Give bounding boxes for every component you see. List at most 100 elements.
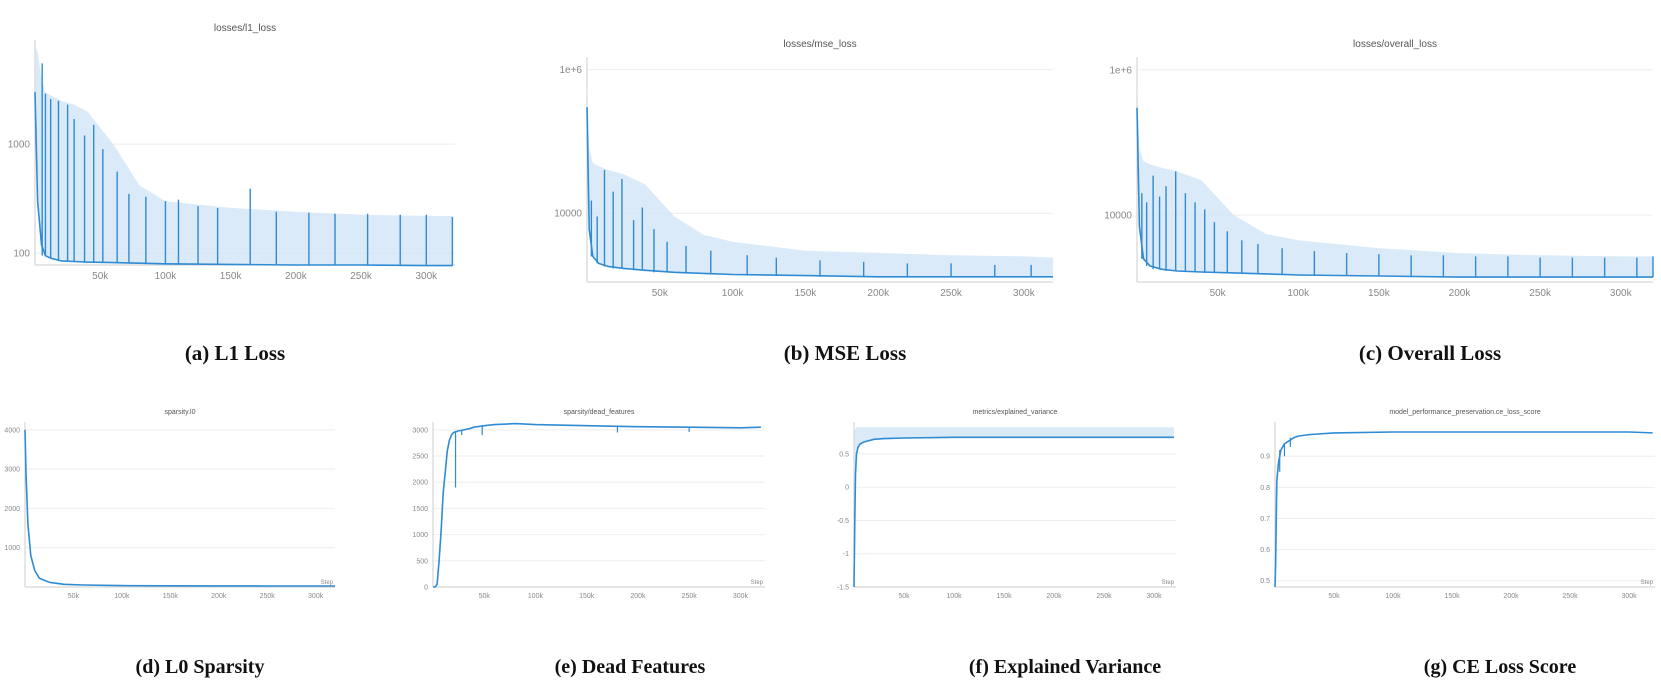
y-tick-label: 0.8	[1260, 485, 1270, 492]
chart-panel-overall-loss: losses/overall_loss 50k 100k 150k 200k 250k 30…	[1100, 0, 1661, 310]
y-tick-label: 1e+6	[559, 65, 582, 76]
y-tick-label: 1000	[4, 545, 20, 552]
chart-svg: losses/l1_loss 50k 100k 150k 200k 250k 300k 100…	[8, 23, 455, 282]
series-line	[34, 92, 453, 267]
caption-dead-features: (e) Dead Features	[554, 656, 706, 678]
y-tick-label: 1000	[412, 532, 428, 539]
y-tick-label: 500	[416, 558, 428, 565]
x-tick-label: 300k	[733, 593, 749, 600]
chart-title: losses/overall_loss	[1353, 39, 1437, 50]
caption-l0-sparsity: (d) L0 Sparsity	[135, 656, 265, 678]
x-tick-label: 100k	[528, 593, 544, 600]
y-tick-label: 0	[845, 485, 849, 492]
x-tick-label: 100k	[155, 271, 178, 282]
series-line	[24, 429, 335, 587]
x-tick-label: 200k	[285, 271, 308, 282]
x-tick-label: 300k	[1621, 593, 1637, 600]
chart-panel-l1-loss: losses/l1_loss 50k 100k 150k 200k 250k 300k 100…	[0, 0, 490, 300]
x-tick-label: 150k	[579, 593, 595, 600]
y-tick-label: 3000	[4, 467, 20, 474]
chart-title: sparsity/dead_features	[564, 409, 635, 416]
y-tick-label: 100	[13, 249, 30, 260]
series-variance-band	[854, 427, 1174, 587]
chart-title: sparsity.l0	[165, 409, 196, 416]
x-tick-label: 250k	[1562, 593, 1578, 600]
chart-panel-explained-variance: metrics/explained_variance 50k 100k 150k 200…	[830, 400, 1230, 615]
series-variance-band	[587, 76, 1053, 277]
x-axis-label: Step	[751, 580, 764, 586]
chart-svg: losses/overall_loss 50k 100k 150k 200k 250k 30…	[1104, 39, 1654, 299]
x-tick-label: 200k	[630, 593, 646, 600]
y-tick-label: 1500	[412, 506, 428, 513]
y-tick-label: 1e+6	[1109, 65, 1132, 76]
x-tick-label: 300k	[1610, 288, 1633, 299]
x-tick-label: 150k	[1368, 288, 1391, 299]
x-tick-label: 250k	[260, 593, 276, 600]
y-tick-label: -0.5	[837, 518, 849, 525]
y-tick-label: 10000	[554, 209, 582, 220]
y-tick-label: 0.5	[1260, 578, 1270, 585]
caption-mse-loss: (b) MSE Loss	[783, 341, 907, 365]
series-line	[586, 107, 1053, 278]
chart-panel-dead-features: sparsity/dead_features 50k 100k 150k 200k 250…	[410, 400, 790, 615]
x-tick-label: 250k	[1096, 593, 1112, 600]
x-tick-label: 150k	[163, 593, 179, 600]
chart-panel-mse-loss: losses/mse_loss 50k 100k 150k 200k 250k 300k 10…	[550, 0, 1070, 310]
chart-svg: sparsity.l0 50k 100k 150k 200k 250k 300k 1000 20…	[4, 409, 335, 600]
x-tick-label: 50k	[68, 593, 80, 600]
y-tick-label: 2500	[412, 453, 428, 460]
y-tick-label: -1.5	[837, 584, 849, 591]
series-variance-band	[1137, 76, 1653, 278]
x-tick-label: 100k	[722, 288, 745, 299]
chart-svg: losses/mse_loss 50k 100k 150k 200k 250k 300k 10…	[554, 39, 1053, 299]
x-tick-label: 100k	[1385, 593, 1401, 600]
y-tick-label: 0.5	[839, 451, 849, 458]
caption-overall-loss: (c) Overall Loss	[1358, 341, 1502, 365]
y-tick-label: 10000	[1104, 211, 1132, 222]
chart-title: losses/l1_loss	[214, 23, 276, 34]
y-tick-label: 0.9	[1260, 454, 1270, 461]
x-tick-label: 200k	[867, 288, 890, 299]
y-tick-label: 3000	[412, 427, 428, 434]
chart-panel-ce-loss-score: model_performance_preservation.ce_loss_s…	[1250, 400, 1661, 615]
x-tick-label: 200k	[1503, 593, 1519, 600]
x-tick-label: 150k	[1444, 593, 1460, 600]
x-tick-label: 250k	[350, 271, 373, 282]
series-line	[1136, 107, 1653, 278]
x-tick-label: 250k	[682, 593, 698, 600]
x-tick-label: 100k	[946, 593, 962, 600]
y-tick-label: 2000	[412, 480, 428, 487]
caption-explained-variance: (f) Explained Variance	[968, 656, 1162, 678]
x-tick-label: 200k	[1449, 288, 1472, 299]
x-tick-label: 50k	[652, 288, 669, 299]
chart-svg: metrics/explained_variance 50k 100k 150k 200…	[837, 409, 1176, 600]
x-tick-label: 150k	[996, 593, 1012, 600]
caption-ce-loss-score: (g) CE Loss Score	[1423, 656, 1577, 678]
x-tick-label: 200k	[211, 593, 227, 600]
y-tick-label: 0	[424, 584, 428, 591]
y-tick-label: 0.7	[1260, 516, 1270, 523]
x-tick-label: 100k	[114, 593, 130, 600]
x-axis-label: Step	[321, 580, 334, 586]
series-line	[1274, 431, 1653, 588]
x-tick-label: 250k	[1529, 288, 1552, 299]
x-tick-label: 250k	[940, 288, 963, 299]
x-tick-label: 300k	[1013, 288, 1036, 299]
chart-title: metrics/explained_variance	[973, 409, 1058, 416]
x-tick-label: 300k	[308, 593, 324, 600]
series-line	[853, 436, 1174, 588]
y-tick-label: 0.6	[1260, 547, 1270, 554]
y-tick-label: -1	[843, 551, 849, 558]
chart-svg: sparsity/dead_features 50k 100k 150k 200k 250…	[412, 409, 765, 600]
x-tick-label: 200k	[1046, 593, 1062, 600]
x-tick-label: 50k	[92, 271, 109, 282]
x-tick-label: 50k	[1328, 593, 1340, 600]
caption-l1-loss: (a) L1 Loss	[184, 341, 286, 365]
x-tick-label: 300k	[415, 271, 438, 282]
y-tick-label: 2000	[4, 506, 20, 513]
chart-svg: model_performance_preservation.ce_loss_s…	[1260, 409, 1655, 600]
y-tick-label: 4000	[4, 427, 20, 434]
x-tick-label: 50k	[898, 593, 910, 600]
series-line	[433, 422, 761, 588]
x-axis-label: Step	[1641, 580, 1654, 586]
